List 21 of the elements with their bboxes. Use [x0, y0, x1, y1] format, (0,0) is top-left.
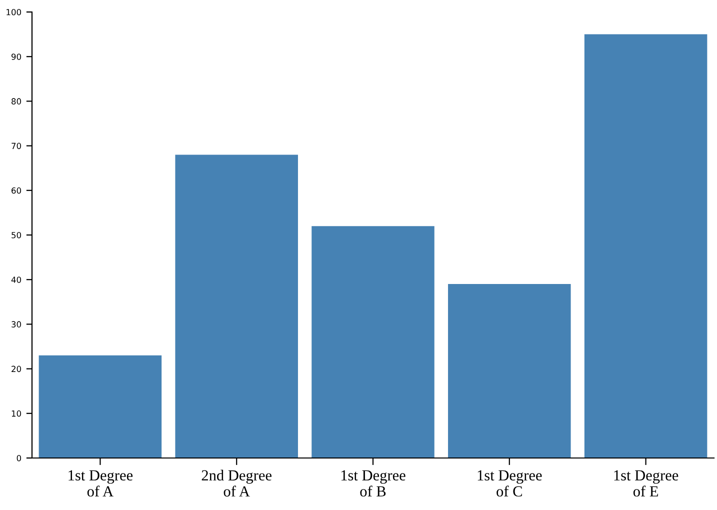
x-tick-label: 1st Degree of C	[478, 470, 542, 497]
y-tick-label: 70	[12, 142, 22, 150]
y-tick-label: 30	[12, 321, 22, 328]
y-tick-label: 50	[12, 232, 22, 238]
y-tick-label: 40	[11, 276, 22, 283]
x-tick-label: 1st Degree of A	[68, 470, 133, 497]
y-tick-label: 0	[16, 454, 22, 462]
y-tick-label: 80	[12, 98, 22, 104]
y-tick-label: 60	[12, 187, 22, 194]
y-tick-label: 10	[12, 410, 22, 417]
y-tick-label: 100	[6, 8, 22, 16]
x-tick-label: 2nd Degree of A	[202, 470, 272, 497]
bar	[38, 355, 162, 458]
y-tick-label: 20	[12, 366, 22, 372]
bar	[175, 154, 298, 458]
y-tick-label: 90	[12, 54, 22, 60]
bar	[448, 284, 571, 458]
bar	[584, 34, 708, 458]
x-tick-label: 1st Degree of B	[341, 470, 406, 497]
bar	[312, 226, 434, 458]
x-tick-label: 1st Degree of E	[614, 470, 678, 497]
